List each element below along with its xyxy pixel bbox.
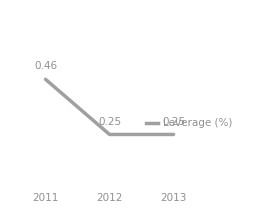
Text: 0.25: 0.25 [98,117,121,126]
Text: 0.46: 0.46 [34,61,57,72]
Text: 0.25: 0.25 [162,117,185,126]
Legend: Leverage (%): Leverage (%) [141,114,237,132]
